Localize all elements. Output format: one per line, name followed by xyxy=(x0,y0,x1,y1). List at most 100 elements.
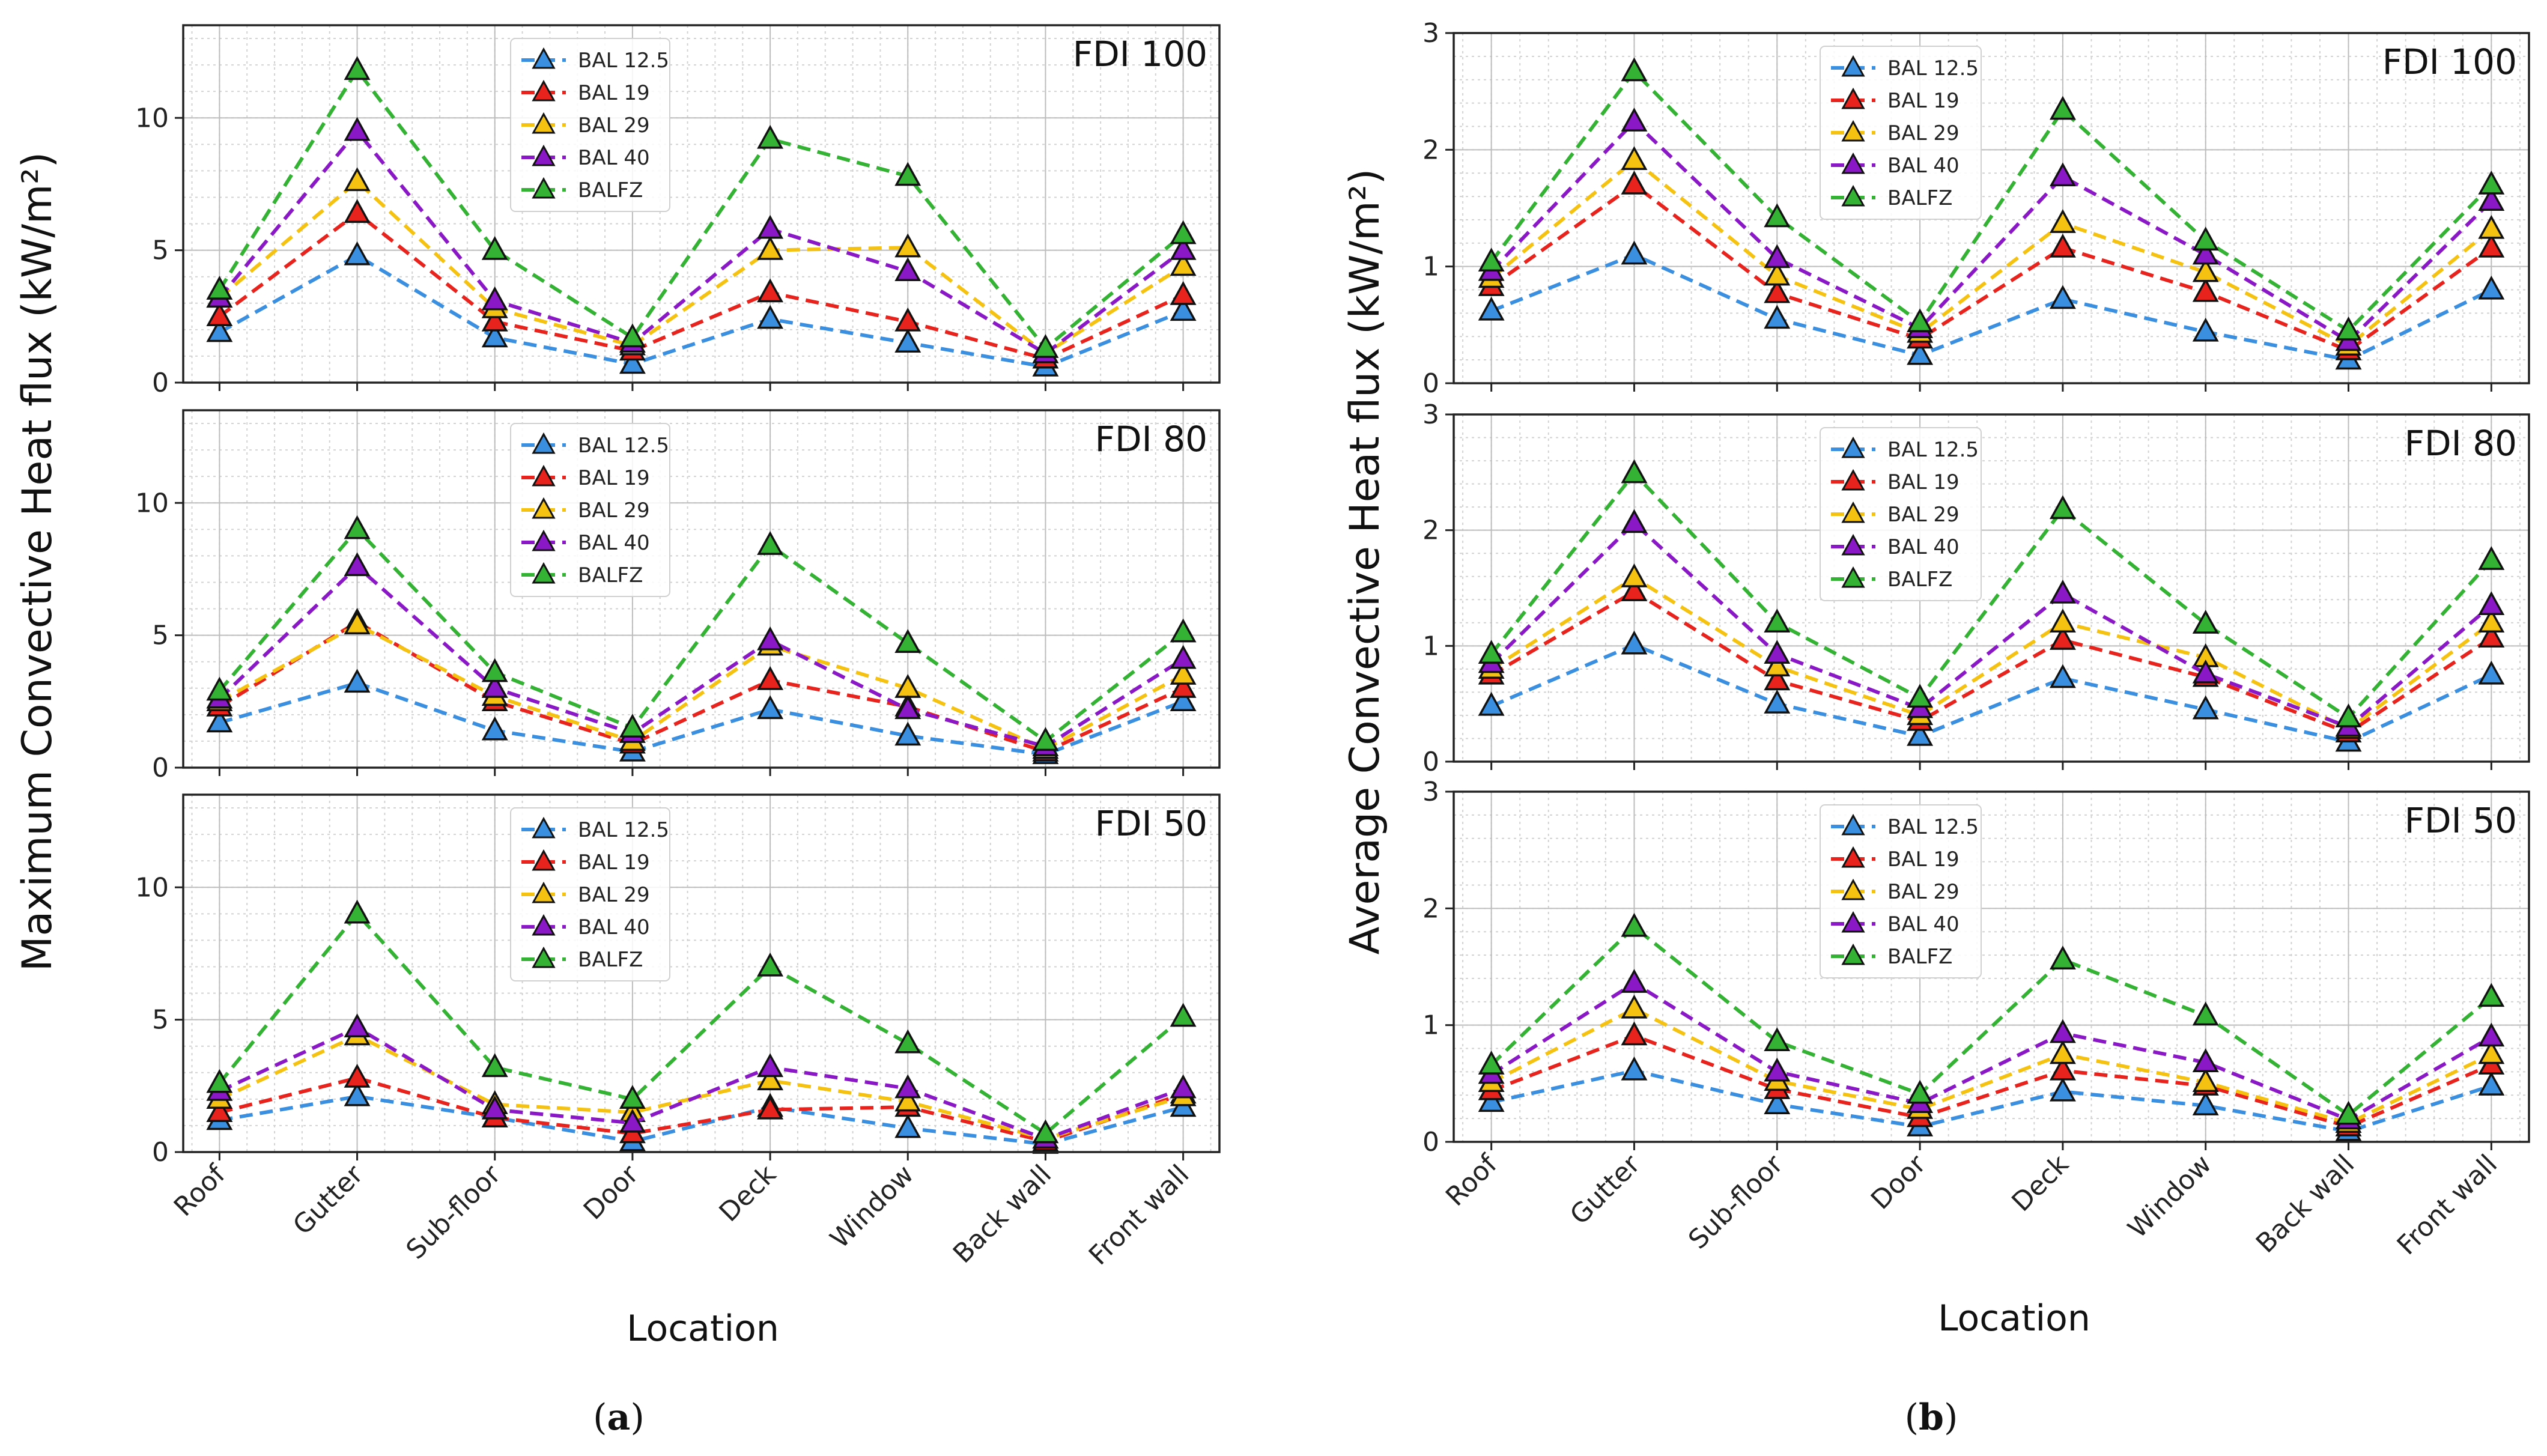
legend-label-balfz: BALFZ xyxy=(578,948,643,972)
point-bal-40-front-wall xyxy=(1170,236,1197,260)
legend-box xyxy=(510,807,670,981)
chart-a-fdi-80-background xyxy=(183,410,1219,768)
y-tick-label: 5 xyxy=(152,235,169,266)
legend-label-bal-12-5: BAL 12.5 xyxy=(1887,815,1979,839)
point-balfz-deck xyxy=(757,124,784,149)
chart-b-fdi-50-frame xyxy=(1453,790,2530,1143)
point-balfz-window xyxy=(2192,610,2219,634)
y-tick-label: 1 xyxy=(1422,631,1439,661)
legend-label-bal-29: BAL 29 xyxy=(1887,503,1960,527)
series-line-bal-29 xyxy=(1490,157,2493,348)
point-balfz-sub-floor xyxy=(481,1053,508,1078)
point-balfz-window xyxy=(894,629,921,654)
point-bal-19-front-wall xyxy=(2478,623,2505,648)
legend-label-bal-40: BAL 40 xyxy=(1887,535,1960,559)
point-bal-12-5-deck xyxy=(757,695,784,720)
point-bal-40-window xyxy=(2192,659,2219,684)
legend-label-bal-19: BAL 19 xyxy=(1887,848,1960,872)
x-tick-label-roof: Roof xyxy=(1440,1148,1504,1212)
legend-label-balfz: BALFZ xyxy=(1887,568,1952,592)
point-bal-40-gutter xyxy=(1621,509,1648,533)
point-balfz-window xyxy=(2192,1001,2219,1026)
point-balfz-door xyxy=(619,714,646,738)
point-bal-12-5-sub-floor xyxy=(1764,305,1791,329)
point-bal-29-window xyxy=(894,1087,921,1112)
chart-a-fdi-100-title: FDI 100 xyxy=(1073,34,1207,74)
point-bal-29-sub-floor xyxy=(1764,261,1791,286)
x-tick-label-window: Window xyxy=(2122,1149,2218,1245)
point-bal-12-5-sub-floor xyxy=(1764,1090,1791,1114)
point-bal-19-sub-floor xyxy=(1764,666,1791,691)
series-line-bal-40 xyxy=(218,128,1185,356)
legend-marker-bal-19 xyxy=(1841,846,1865,868)
y-tick-label: 2 xyxy=(1422,135,1439,165)
point-bal-12-5-sub-floor xyxy=(481,323,508,348)
point-bal-12-5-deck xyxy=(2049,1077,2076,1102)
point-balfz-front-wall xyxy=(2478,546,2505,570)
point-balfz-window xyxy=(894,162,921,186)
legend-marker-bal-40 xyxy=(1841,152,1865,174)
point-bal-40-gutter xyxy=(1621,108,1648,132)
legend-marker-bal-29 xyxy=(532,881,556,903)
point-bal-12-5-window xyxy=(2192,317,2219,342)
point-balfz-gutter xyxy=(1621,57,1648,82)
point-balfz-window xyxy=(894,1029,921,1054)
series-line-bal-12-5 xyxy=(218,253,1184,369)
point-balfz-back-wall xyxy=(2335,316,2362,341)
point-bal-19-roof xyxy=(206,1098,233,1123)
point-bal-19-gutter xyxy=(344,1063,371,1088)
y-tick-label: 10 xyxy=(135,488,169,518)
legend-marker-bal-12-5 xyxy=(532,816,556,839)
point-bal-12-5-front-wall xyxy=(2478,275,2505,300)
y-tick-label: 3 xyxy=(1422,18,1439,49)
point-bal-19-window xyxy=(2192,278,2219,302)
chart-b-fdi-100-background xyxy=(1454,33,2529,383)
point-balfz-door xyxy=(1907,308,1934,333)
legend-marker-bal-40 xyxy=(532,144,556,166)
legend-label-bal-12-5: BAL 12.5 xyxy=(1887,56,1979,80)
point-bal-40-deck xyxy=(757,214,784,239)
y-tick-label: 3 xyxy=(1422,777,1439,807)
legend-marker-bal-19 xyxy=(1841,87,1865,109)
point-balfz-door xyxy=(1907,684,1934,708)
point-bal-40-sub-floor xyxy=(1764,1057,1791,1082)
point-balfz-deck xyxy=(757,531,784,555)
legend-label-bal-40: BAL 40 xyxy=(578,915,650,939)
point-bal-40-window xyxy=(894,257,921,282)
y-tick-label: 5 xyxy=(152,620,169,651)
chart-b-fdi-80: 0 1 2 3 FDI 80 BAL 12.5 BAL 19 BAL 29 BAL 40 BALF… xyxy=(1422,399,2530,777)
legend-marker-bal-12-5 xyxy=(1841,436,1865,458)
y-tick-label: 10 xyxy=(135,872,169,903)
legend-label-balfz: BALFZ xyxy=(578,563,643,587)
point-bal-19-sub-floor xyxy=(481,308,508,332)
y-axis-title-a: Maximum Convective Heat flux (kW/m²) xyxy=(14,152,61,971)
point-balfz-door xyxy=(1907,1079,1934,1104)
legend-marker-bal-40 xyxy=(532,914,556,936)
x-tick-label-window: Window xyxy=(824,1159,920,1255)
series-line-bal-12-5 xyxy=(1491,1069,2492,1133)
point-balfz-gutter xyxy=(344,56,371,80)
point-bal-40-front-wall xyxy=(2478,187,2505,211)
legend-label-bal-40: BAL 40 xyxy=(1887,154,1960,178)
chart-b-fdi-50-title: FDI 50 xyxy=(2405,800,2517,841)
legend-box xyxy=(1820,804,1982,978)
point-bal-40-sub-floor xyxy=(1764,244,1791,268)
legend-marker-bal-40 xyxy=(1841,911,1865,933)
legend-label-bal-12-5: BAL 12.5 xyxy=(578,818,669,842)
legend-label-balfz: BALFZ xyxy=(578,178,643,202)
legend-marker-bal-29 xyxy=(1841,501,1865,523)
legend-marker-balfz xyxy=(1841,943,1865,965)
series-line-bal-40 xyxy=(1490,981,2492,1122)
point-bal-19-deck xyxy=(2049,626,2076,650)
point-bal-29-deck xyxy=(2049,209,2076,233)
point-bal-19-window xyxy=(894,308,921,332)
y-tick-label: 5 xyxy=(152,1005,169,1036)
point-bal-40-window xyxy=(894,695,921,720)
point-bal-40-gutter xyxy=(344,552,371,577)
point-bal-12-5-front-wall xyxy=(2478,1072,2505,1096)
point-balfz-back-wall xyxy=(2335,1100,2362,1125)
point-bal-12-5-front-wall xyxy=(1170,687,1197,711)
point-bal-19-gutter xyxy=(344,199,371,223)
x-tick-label-front-wall: Front wall xyxy=(1083,1159,1195,1271)
